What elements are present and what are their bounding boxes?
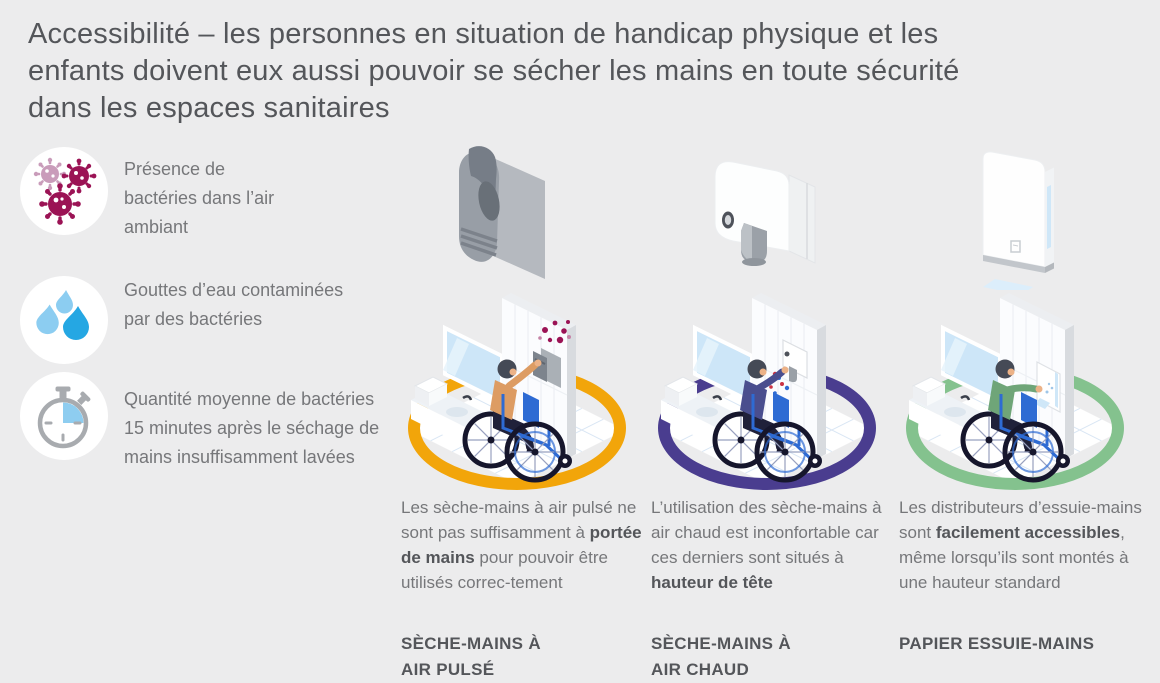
paper-dispenser-illustration xyxy=(897,143,1143,290)
bacteria-particles xyxy=(542,320,570,344)
jet-air-dryer-illustration xyxy=(399,143,645,290)
wheelchair-user xyxy=(462,359,572,483)
wheelchair-user xyxy=(712,359,822,483)
desc-bold: hauteur de tête xyxy=(651,573,773,592)
jet-air-dryer-svg xyxy=(459,146,545,279)
stopwatch-icon xyxy=(20,372,108,460)
column-heading-papier: PAPIER ESSUIE-MAINS xyxy=(899,634,1095,653)
paper-dispenser-svg xyxy=(982,151,1054,290)
legend-item-drops: Gouttes d’eau contaminées par des bactér… xyxy=(20,276,366,364)
bacteria-icon-svg xyxy=(33,157,97,225)
desc-text: L’utilisation des sèche-mains à air chau… xyxy=(651,498,882,567)
column-heading-air-chaud: SÈCHE-MAINS À AIR CHAUD xyxy=(651,634,791,679)
column-papier: Les distributeurs d’essuie-mains sont fa… xyxy=(897,143,1143,679)
desc-text: Les distributeurs d’essuie-mains sont xyxy=(899,498,1142,542)
wheelchair-user xyxy=(960,359,1070,483)
page-title-line: Accessibilité – les personnes en situati… xyxy=(28,18,939,50)
desc-text: Les sèche-mains à air pulsé ne sont pas … xyxy=(401,498,637,542)
desc-text: , même lorsqu’ils sont montés à une haut… xyxy=(899,523,1129,592)
column-air-pulse: Les sèche-mains à air pulsé ne sont pas … xyxy=(399,143,645,679)
stopwatch-icon-svg xyxy=(37,386,91,449)
legend-text-stopwatch: Quantité moyenne de bactéries 15 minutes… xyxy=(124,389,380,467)
legend-item-bacteria: Présence de bactéries dans l’air ambiant xyxy=(20,147,284,242)
legend-item-stopwatch: Quantité moyenne de bactéries 15 minutes… xyxy=(20,372,396,472)
scene-papier xyxy=(897,288,1143,490)
desc-text: pour pouvoir être utilisés correc-tement xyxy=(401,548,608,592)
legend-text-bacteria: Présence de bactéries dans l’air ambiant xyxy=(124,159,275,237)
desc-bold: facilement accessibles xyxy=(935,523,1121,542)
column-air-chaud: L’utilisation des sèche-mains à air chau… xyxy=(649,143,895,679)
column-description: Les sèche-mains à air pulsé ne sont pas … xyxy=(401,495,645,595)
scene-air-pulse xyxy=(399,288,645,490)
scene-air-chaud-svg xyxy=(658,293,876,490)
column-heading-air-pulse: SÈCHE-MAINS À AIR PULSÉ xyxy=(401,634,541,679)
paper-specks xyxy=(1045,382,1054,394)
water-drops-icon-svg xyxy=(36,290,89,340)
column-description: Les distributeurs d’essuie-mains sont fa… xyxy=(899,495,1143,595)
page-title: Accessibilité – les personnes en situati… xyxy=(28,16,959,127)
bacteria-icon xyxy=(20,147,108,235)
scene-papier-svg xyxy=(906,293,1124,490)
warm-air-dryer-illustration xyxy=(649,143,895,290)
scene-air-chaud xyxy=(649,288,895,490)
warm-air-dryer-svg xyxy=(714,161,816,266)
page-title-line: enfants doivent eux aussi pouvoir se séc… xyxy=(28,55,960,87)
desc-bold: portée de mains xyxy=(401,523,642,567)
scene-air-pulse-svg xyxy=(408,293,626,490)
column-description: L’utilisation des sèche-mains à air chau… xyxy=(651,495,895,595)
legend-text-drops: Gouttes d’eau contaminées par des bactér… xyxy=(124,280,344,329)
page-title-line: dans les espaces sanitaires xyxy=(28,92,390,124)
water-drops-icon xyxy=(20,276,108,364)
